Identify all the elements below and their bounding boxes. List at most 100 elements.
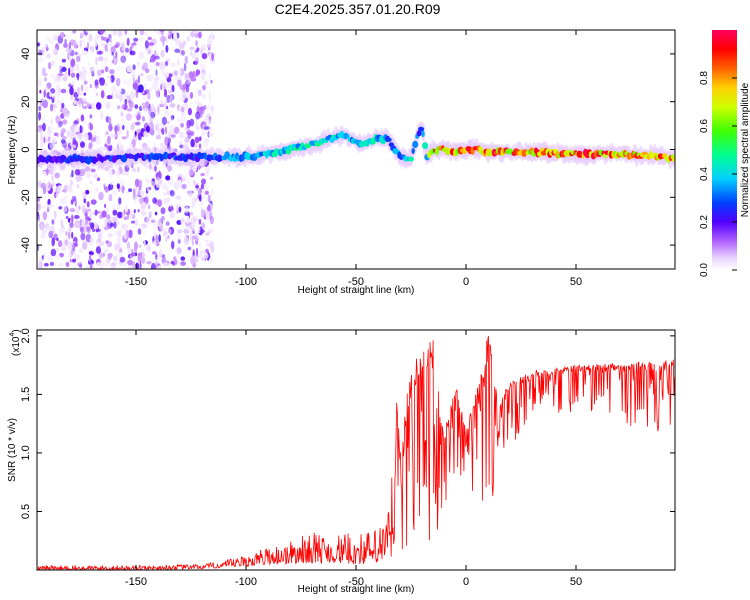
noise-speckle	[95, 57, 98, 65]
noise-speckle	[201, 53, 208, 60]
noise-speckle	[95, 228, 101, 232]
noise-speckle	[141, 223, 148, 229]
noise-speckle	[80, 221, 85, 227]
noise-speckle	[51, 60, 55, 66]
noise-speckle	[150, 168, 154, 173]
noise-speckle	[67, 131, 73, 137]
noise-speckle	[116, 105, 121, 110]
noise-speckle	[58, 262, 64, 267]
noise-speckle	[154, 49, 157, 57]
noise-speckle	[117, 242, 121, 251]
snr-y-tick-label: 2.0	[20, 328, 32, 343]
noise-speckle	[49, 124, 55, 133]
noise-speckle	[90, 168, 96, 173]
noise-speckle	[162, 261, 169, 266]
ridge-point	[411, 148, 415, 154]
noise-speckle	[142, 201, 147, 207]
noise-speckle	[38, 111, 41, 121]
noise-speckle	[190, 202, 196, 209]
noise-speckle	[50, 74, 55, 78]
noise-speckle	[86, 201, 90, 208]
noise-speckle	[49, 168, 54, 175]
noise-speckle	[110, 46, 116, 54]
noise-speckle	[199, 63, 206, 70]
noise-speckle	[150, 111, 156, 119]
noise-speckle	[51, 175, 54, 182]
noise-speckle	[198, 143, 202, 149]
noise-speckle	[52, 182, 55, 187]
noise-speckle	[160, 35, 166, 43]
noise-speckle	[89, 180, 93, 184]
snr-y-tick-label: 0.5	[20, 504, 32, 519]
noise-speckle	[50, 248, 57, 257]
noise-speckle	[89, 114, 93, 119]
noise-speckle	[207, 227, 214, 232]
noise-speckle	[201, 257, 206, 261]
noise-speckle	[90, 222, 95, 230]
noise-speckle	[164, 88, 167, 98]
noise-speckle	[121, 185, 125, 194]
noise-speckle	[37, 203, 41, 211]
noise-speckle	[117, 211, 123, 219]
noise-speckle	[146, 187, 149, 192]
noise-speckle	[82, 69, 86, 79]
snr-scale-close: )	[11, 329, 22, 332]
noise-speckle	[42, 114, 46, 124]
noise-speckle	[73, 215, 80, 219]
noise-speckle	[210, 34, 213, 43]
noise-speckle	[135, 121, 141, 126]
ridge-point	[387, 137, 392, 142]
noise-speckle	[71, 169, 74, 178]
ridge-point	[422, 142, 429, 150]
noise-speckle	[202, 184, 208, 192]
noise-speckle	[157, 219, 162, 228]
spectrogram-y-tick-label: -40	[20, 237, 32, 253]
noise-speckle	[88, 254, 92, 263]
noise-speckle	[122, 124, 125, 131]
noise-speckle	[194, 235, 199, 242]
noise-speckle	[104, 31, 107, 36]
noise-speckle	[147, 204, 151, 210]
noise-speckle	[107, 135, 111, 145]
noise-speckle	[204, 80, 208, 86]
noise-speckle	[200, 48, 203, 55]
noise-speckle	[63, 205, 68, 213]
noise-speckle	[83, 92, 87, 96]
noise-speckle	[47, 136, 51, 142]
noise-speckle	[109, 181, 114, 185]
snr-x-tick-label: 0	[463, 576, 469, 588]
spectrogram-y-tick-label: 0	[20, 146, 32, 152]
noise-speckle	[116, 183, 120, 190]
noise-speckle	[205, 117, 212, 127]
noise-speckle	[47, 198, 51, 205]
noise-speckle	[62, 119, 68, 125]
noise-speckle	[122, 79, 127, 86]
noise-speckle	[123, 223, 128, 232]
noise-speckle	[136, 60, 140, 68]
noise-speckle	[157, 106, 160, 115]
noise-speckle	[81, 50, 88, 56]
noise-speckle	[155, 176, 161, 181]
noise-speckle	[198, 194, 202, 202]
noise-speckle	[178, 206, 182, 213]
noise-speckle	[57, 184, 63, 194]
noise-speckle	[147, 91, 151, 100]
noise-speckle	[79, 32, 84, 38]
noise-speckle	[37, 213, 40, 220]
noise-speckle	[56, 99, 62, 106]
noise-speckle	[120, 224, 125, 232]
noise-speckle	[40, 223, 44, 231]
noise-speckle	[58, 240, 63, 248]
noise-speckle	[81, 205, 86, 214]
noise-speckle	[187, 246, 192, 251]
noise-speckle	[203, 71, 206, 76]
noise-speckle	[103, 56, 109, 64]
noise-speckle	[126, 108, 133, 112]
noise-speckle	[39, 89, 42, 94]
noise-speckle	[56, 89, 61, 99]
noise-speckle	[133, 37, 139, 42]
noise-speckle	[180, 217, 184, 225]
noise-speckle	[180, 256, 186, 261]
noise-speckle	[157, 179, 163, 185]
noise-speckle	[78, 91, 83, 96]
